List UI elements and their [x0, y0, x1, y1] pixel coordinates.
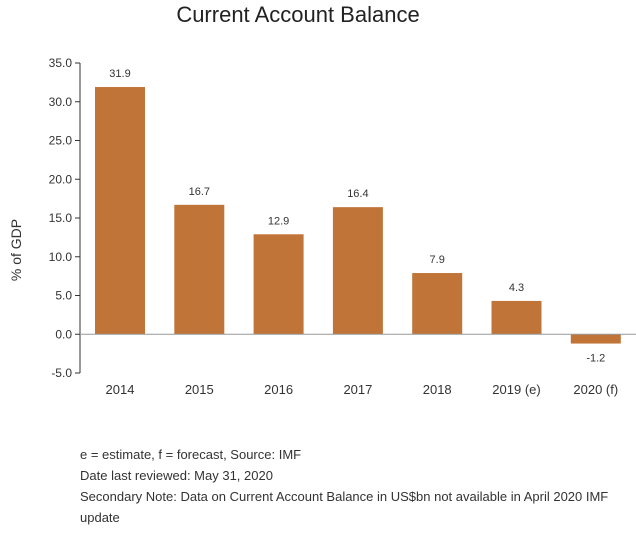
data-label: 31.9	[109, 68, 130, 80]
x-tick-label: 2017	[343, 382, 372, 397]
y-tick-label: -5.0	[51, 366, 72, 380]
bar	[253, 234, 304, 335]
bar-chart: % of GDP 35.0 30.0 25.0 20.0 15.0 10.0 5.0 0.0 -…	[8, 56, 636, 397]
bar	[412, 273, 463, 335]
bar	[95, 87, 145, 335]
data-label: 16.4	[347, 188, 368, 200]
chart-title: Current Account Balance	[176, 2, 420, 27]
y-tick-label: 30.0	[49, 95, 73, 109]
y-axis-title: % of GDP	[8, 219, 24, 281]
x-tick-label: 2018	[423, 382, 452, 397]
y-tick-label: 15.0	[49, 211, 73, 225]
bar	[332, 207, 383, 335]
bar	[174, 204, 225, 335]
data-label: 16.7	[189, 186, 210, 198]
y-tick-label: 20.0	[49, 172, 73, 186]
data-label: -1.2	[586, 353, 605, 365]
y-tick-label: 35.0	[49, 56, 73, 70]
y-tick-label: 5.0	[55, 289, 72, 303]
data-label: 4.3	[509, 282, 524, 294]
footnote-date-reviewed: Date last reviewed: May 31, 2020	[80, 468, 273, 483]
footnote-source: e = estimate, f = forecast, Source: IMF	[80, 447, 302, 462]
x-tick-label: 2015	[185, 382, 214, 397]
x-tick-label: 2019 (e)	[492, 382, 540, 397]
x-tick-label: 2020 (f)	[573, 382, 618, 397]
footnotes: e = estimate, f = forecast, Source: IMF …	[80, 444, 620, 528]
data-label: 7.9	[430, 254, 445, 266]
footnote-secondary-note: Secondary Note: Data on Current Account …	[80, 489, 609, 525]
bar	[570, 334, 621, 344]
y-tick-label: 0.0	[55, 327, 72, 341]
y-tick-label: 10.0	[49, 250, 73, 264]
x-tick-label: 2014	[106, 382, 135, 397]
bar	[491, 300, 542, 335]
data-label: 12.9	[268, 215, 289, 227]
x-tick-label: 2016	[264, 382, 293, 397]
y-tick-label: 25.0	[49, 134, 73, 148]
